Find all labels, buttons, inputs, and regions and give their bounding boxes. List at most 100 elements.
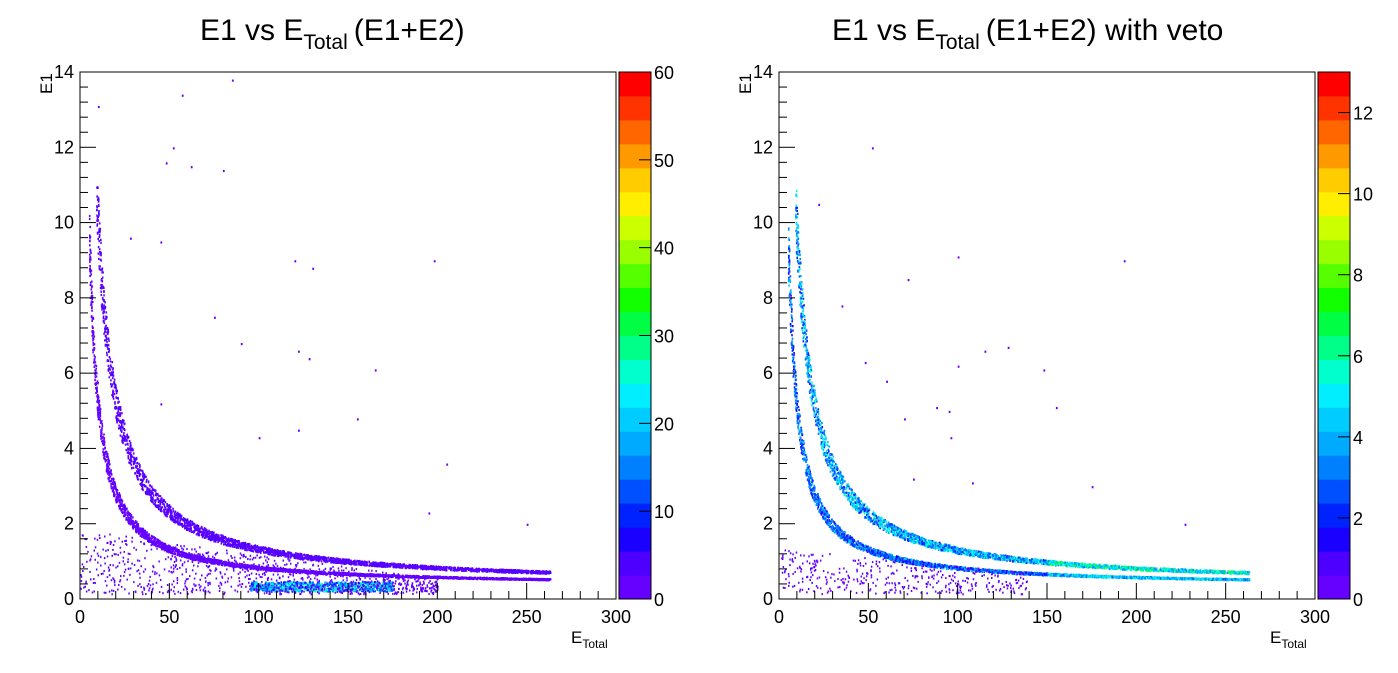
heatmap-cell [96,380,99,383]
heatmap-cell [209,536,212,539]
heatmap-cell [515,569,518,572]
heatmap-cell [321,557,324,560]
heatmap-cell [309,559,312,562]
heatmap-cell [409,565,412,568]
heatmap-cell [225,544,227,547]
heatmap-cell [280,567,282,571]
heatmap-cell [178,514,181,517]
heatmap-cell [103,440,106,443]
heatmap-cell [214,561,217,564]
heatmap-cell [153,540,156,543]
heatmap-cell [188,527,190,530]
heatmap-cell [169,509,172,512]
heatmap-cell [549,578,552,581]
heatmap-cell [102,310,105,314]
heatmap-cell [115,496,118,499]
heatmap-cell [377,562,379,565]
heatmap-cell [188,521,191,524]
heatmap-cell [89,253,91,256]
heatmap-cell [484,568,486,571]
heatmap-cell [208,531,211,534]
heatmap-cell [118,498,120,501]
heatmap-cell [142,536,145,539]
heatmap-cell [139,473,142,476]
heatmap-cell [137,467,139,471]
heatmap-cell [127,513,129,516]
heatmap-cell [391,574,393,577]
heatmap-cell [111,384,113,387]
heatmap-cell [173,515,175,518]
heatmap-cell [98,222,101,225]
heatmap-cell [208,558,210,561]
heatmap-cell [101,276,104,279]
heatmap-cell [183,554,186,557]
heatmap-cell [138,470,140,474]
heatmap-cell [97,415,100,418]
heatmap-cell [164,512,166,516]
heatmap-cell [508,571,511,574]
heatmap-cell [102,298,104,301]
heatmap-cell [123,436,125,439]
heatmap-cell [462,567,465,570]
heatmap-cell [298,556,301,559]
heatmap-cell [222,537,225,540]
heatmap-cell [201,527,204,530]
heatmap-cell [255,549,257,552]
heatmap-cell [143,533,146,536]
heatmap-cell [297,553,300,556]
heatmap-cell [241,547,244,550]
heatmap-cell [111,376,114,380]
heatmap-cell [320,571,323,574]
heatmap-cell [139,529,142,532]
heatmap-cell [105,339,107,342]
heatmap-cell [135,530,137,533]
heatmap-cell [520,571,523,575]
heatmap-cell [102,315,105,318]
heatmap-cell [130,463,133,466]
heatmap-cell [225,540,228,543]
heatmap-cell [292,570,295,573]
heatmap-cell [162,502,164,505]
heatmap-cell [478,570,480,573]
heatmap-cell [169,507,171,510]
heatmap-cell [196,533,199,536]
heatmap-cell [227,544,229,547]
heatmap-cell [249,564,252,567]
heatmap-cell [119,427,122,430]
heatmap-cell [310,554,313,558]
heatmap-cell [373,575,376,578]
heatmap-cell [89,283,92,287]
heatmap-cell [109,357,111,360]
heatmap-cell [116,489,119,492]
heatmap-cell [159,545,161,548]
heatmap-cell [284,552,287,555]
heatmap-cell [96,409,99,412]
heatmap-cell [336,559,338,562]
heatmap-cell [186,521,189,524]
heatmap-cell [309,556,311,559]
heatmap-cell [103,286,105,289]
heatmap-cell [94,364,96,367]
heatmap-cell [500,569,502,572]
heatmap-cell [209,558,212,561]
heatmap-cell [238,565,240,568]
heatmap-cell [507,570,509,573]
heatmap-cell [495,570,498,574]
heatmap-cell [114,493,116,496]
heatmap-cell [115,485,117,488]
heatmap-cell [329,558,331,561]
heatmap-cell [95,391,97,394]
heatmap-cell [127,443,129,446]
heatmap-cell [118,419,120,422]
heatmap-cell [172,507,174,510]
heatmap-cell [135,456,138,460]
heatmap-cell [145,475,147,478]
heatmap-cell [117,499,119,502]
heatmap-cell [358,563,360,566]
heatmap-cell [276,568,278,571]
heatmap-cell [467,567,469,570]
heatmap-cell [281,570,284,573]
heatmap-cell [126,434,128,437]
heatmap-cell [157,498,160,501]
heatmap-cell [370,575,373,578]
